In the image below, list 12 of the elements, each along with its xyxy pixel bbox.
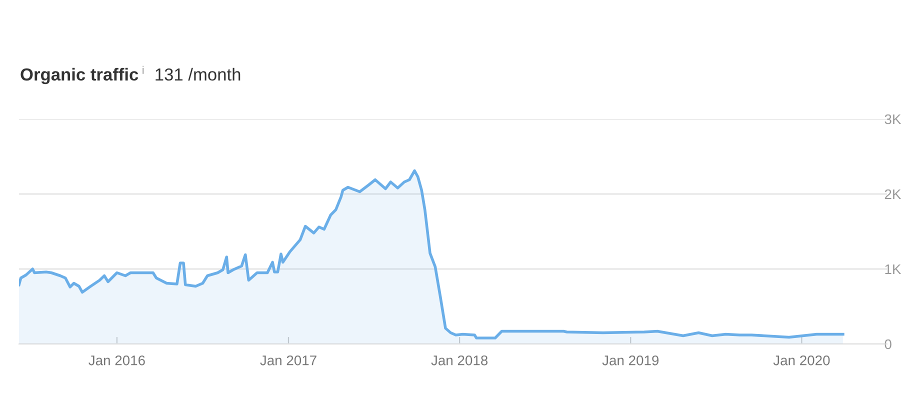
x-tick-label: Jan 2017 [260, 355, 316, 366]
y-tick-label: 0 [884, 339, 892, 350]
chart-title: Organic traffic [20, 68, 138, 84]
x-tick-label: Jan 2016 [88, 355, 145, 366]
y-tick-label: 3K [884, 114, 902, 124]
y-tick-label: 2K [884, 189, 902, 200]
y-tick-label: 1K [885, 264, 902, 274]
x-tick-label: Jan 2020 [773, 355, 830, 366]
x-tick-label: Jan 2019 [602, 355, 659, 366]
text: i [142, 66, 144, 74]
x-tick-label: Jan 2018 [431, 355, 488, 366]
chart-subtitle: 131 /month [156, 68, 240, 81]
